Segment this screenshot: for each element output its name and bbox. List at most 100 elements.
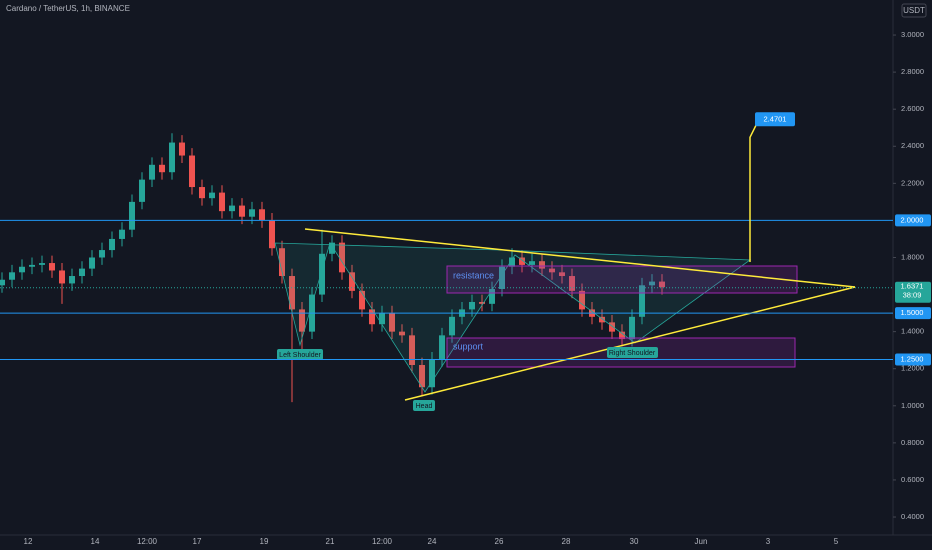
candle-body [439,335,445,360]
candle-body [129,201,135,230]
label-box [413,400,435,411]
y-tick-label: 2.4000 [901,141,924,150]
candle-body [219,192,225,212]
candle-body [609,322,615,332]
candle-body [159,164,165,173]
x-tick-label: 26 [495,537,504,546]
candle-body [539,261,545,269]
x-tick-label: 12:00 [137,537,158,546]
candle-body [169,142,175,173]
y-tick-label: 2.8000 [901,67,924,76]
countdown: 38:09 [903,291,922,300]
x-tick-label: 5 [834,537,839,546]
candle-body [59,270,65,284]
candle-body [399,331,405,336]
candle-body [509,257,515,267]
candle-body [299,309,305,332]
x-tick-label: 28 [562,537,571,546]
candle-body [329,242,335,254]
hline-label: 1.2500 [901,354,924,363]
candle-body [519,257,525,265]
candle-body [449,316,455,336]
y-tick-label: 0.6000 [901,475,924,484]
candle-body [579,290,585,310]
candle-body [259,209,265,221]
triangle-upper[interactable] [304,228,856,288]
candle-body [19,266,25,273]
target-line [749,120,759,262]
resistance-label: resistance [453,270,494,280]
candle-body [529,261,535,265]
candle-body [79,268,85,277]
x-tick-label: 17 [193,537,202,546]
candle-body [9,272,15,280]
candle-body [419,365,425,388]
candle-body [139,179,145,202]
last-price-box [895,281,931,303]
y-tick-label: 2.6000 [901,104,924,113]
candle-body [109,238,115,251]
candle-body [599,316,605,323]
candle-body [359,290,365,310]
chart-title: Cardano / TetherUS, 1h, BINANCE [6,4,130,13]
head-shoulders-pattern[interactable] [274,242,752,393]
x-tick-label: 14 [91,537,100,546]
candle-body [269,220,275,249]
candle-body [469,301,475,310]
candle-body [179,142,185,156]
y-tick-label: 1.4000 [901,327,924,336]
hline-label: 2.0000 [901,215,924,224]
x-tick-label: 19 [260,537,269,546]
candle-body [319,253,325,295]
y-tick-label: 0.4000 [901,512,924,521]
hline-label: 1.5000 [901,308,924,317]
x-tick-label: 12:00 [372,537,393,546]
candle-body [89,257,95,269]
candle-body [149,164,155,180]
candle-body [429,359,435,388]
candle-body [99,250,105,258]
x-tick-label: Jun [695,537,708,546]
y-tick-label: 1.8000 [901,252,924,261]
candle-body [649,281,655,286]
price-label-box [895,214,931,227]
candle-body [559,272,565,277]
last-price-label: 1.6371 [901,282,924,291]
candle-body [189,155,195,188]
candle-body [49,263,55,271]
candle-body [249,209,255,217]
y-tick-label: 1.2000 [901,364,924,373]
x-tick-label: 30 [630,537,639,546]
candle-body [479,301,485,304]
y-tick-label: 1.0000 [901,401,924,410]
price-label-box [895,307,931,320]
head-label: Head [416,403,433,410]
candle-body [569,276,575,291]
support-label: support [453,341,484,351]
candle-body [209,192,215,199]
candle-body [69,276,75,284]
left-shoulder-label: Left Shoulder [279,352,321,359]
candle-body [379,313,385,325]
right-shoulder-label: Right Shoulder [609,350,656,357]
x-tick-label: 12 [24,537,33,546]
candle-body [369,309,375,325]
currency-box[interactable] [901,3,927,18]
candle-body [629,316,635,340]
candle-body [289,276,295,310]
candle-body [499,266,505,290]
candle-body [39,263,45,265]
triangle-lower[interactable] [404,286,856,401]
y-tick-label: 0.8000 [901,438,924,447]
candle-body [279,248,285,277]
candle-body [339,242,345,273]
x-tick-label: 3 [766,537,771,546]
currency[interactable]: USDT [903,6,925,15]
y-tick-label: 3.0000 [901,30,924,39]
label-box [607,347,658,358]
y-tick-label: 2.2000 [901,178,924,187]
resistance-box[interactable] [446,265,798,294]
candle-body [409,335,415,366]
price-label-box [895,353,931,366]
